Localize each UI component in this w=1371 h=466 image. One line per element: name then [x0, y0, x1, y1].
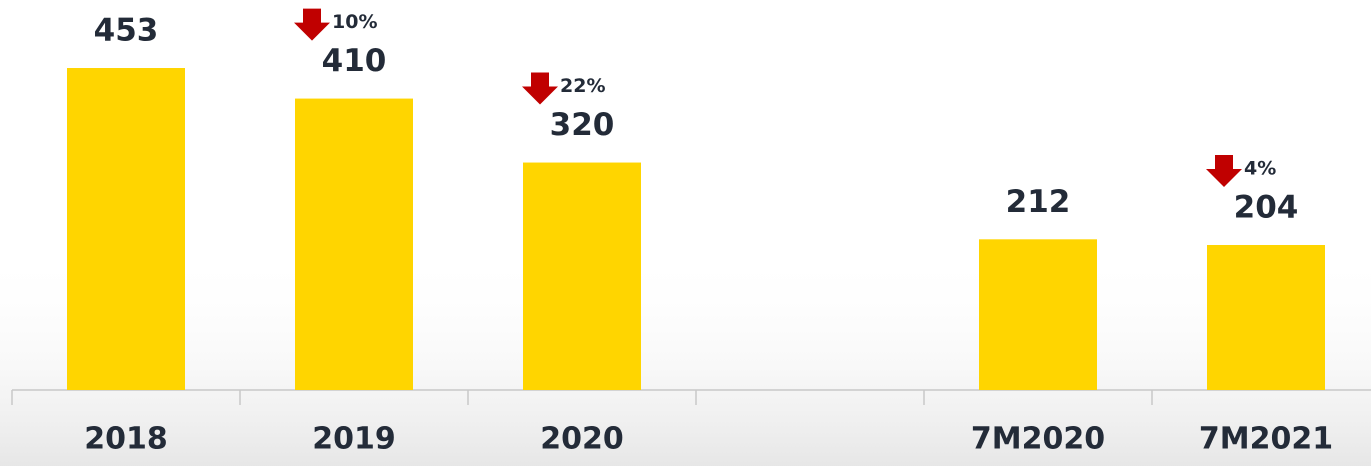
value-label: 212	[1006, 184, 1071, 220]
down-arrow	[294, 8, 330, 41]
value-label: 410	[322, 43, 387, 79]
value-label: 320	[550, 107, 615, 143]
change-label: 4%	[1244, 157, 1276, 179]
x-tick-label: 7M2020	[971, 422, 1105, 457]
value-label: 204	[1234, 189, 1299, 225]
down-arrow	[522, 72, 558, 105]
bar	[1207, 244, 1325, 390]
down-arrow	[1206, 154, 1242, 187]
bar	[523, 162, 641, 390]
bar	[67, 68, 185, 390]
bar	[979, 239, 1097, 390]
change-label: 22%	[560, 75, 605, 97]
change-label: 10%	[332, 11, 377, 33]
x-tick-label: 7M2021	[1199, 422, 1333, 457]
x-tick-label: 2019	[312, 422, 396, 457]
x-tick-label: 2018	[84, 422, 168, 457]
bar	[295, 98, 413, 391]
background	[0, 250, 1371, 466]
value-label: 453	[94, 13, 159, 49]
x-tick-label: 2020	[540, 422, 624, 457]
